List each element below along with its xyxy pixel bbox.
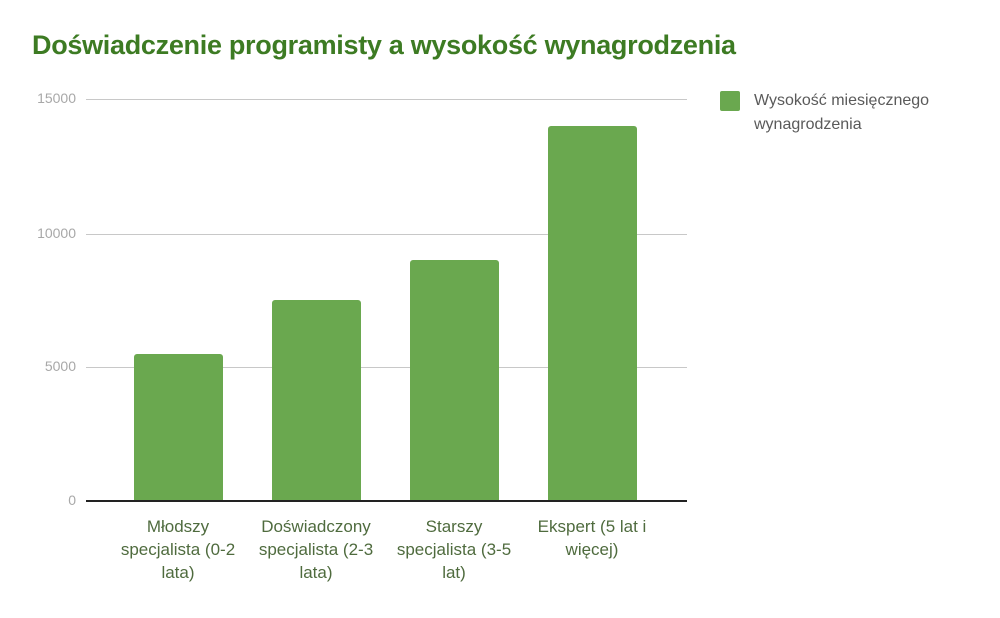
gridline-5000 <box>86 367 687 368</box>
y-tick-15000: 15000 <box>37 90 76 106</box>
x-label-mlodszy: Młodszy specjalista (0-2 lata) <box>120 517 236 582</box>
gridline-10000 <box>86 234 687 235</box>
x-axis-line <box>86 500 687 502</box>
y-tick-0: 0 <box>68 492 76 508</box>
bar <box>548 125 637 501</box>
x-label-ekspert: Ekspert (5 lat i więcej) <box>537 517 647 559</box>
legend: Wysokość miesięcznego wynagrodzenia <box>720 89 974 137</box>
x-label-starszy: Starszy specjalista (3-5 lat) <box>396 517 512 582</box>
x-label-doswiadczony: Doświadczony specjalista (2-3 lata) <box>258 517 374 582</box>
legend-swatch <box>720 91 740 111</box>
legend-label: Wysokość miesięcznego wynagrodzenia <box>754 92 930 133</box>
bar <box>272 300 361 501</box>
bar <box>410 259 499 501</box>
gridline-15000 <box>86 99 687 100</box>
y-tick-5000: 5000 <box>44 358 76 374</box>
y-tick-10000: 10000 <box>37 225 76 241</box>
chart-title: Doświadczenie programisty a wysokość wyn… <box>32 30 736 60</box>
bar <box>134 353 223 501</box>
